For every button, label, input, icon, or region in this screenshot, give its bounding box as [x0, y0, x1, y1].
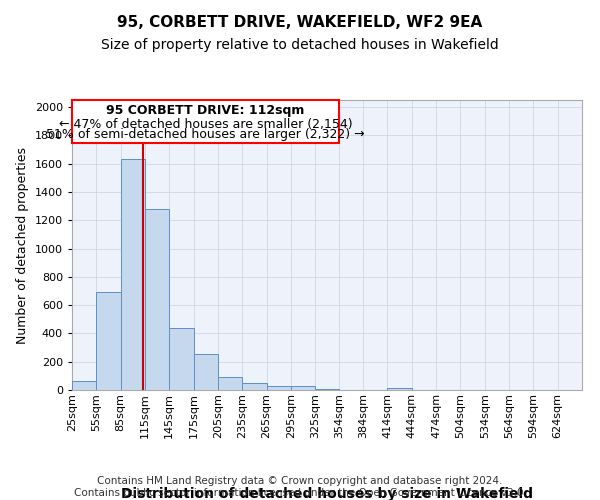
- Text: 95, CORBETT DRIVE, WAKEFIELD, WF2 9EA: 95, CORBETT DRIVE, WAKEFIELD, WF2 9EA: [118, 15, 482, 30]
- Text: ← 47% of detached houses are smaller (2,154): ← 47% of detached houses are smaller (2,…: [59, 118, 352, 131]
- Bar: [194, 354, 218, 390]
- Text: Size of property relative to detached houses in Wakefield: Size of property relative to detached ho…: [101, 38, 499, 52]
- Text: Contains HM Land Registry data © Crown copyright and database right 2024.
Contai: Contains HM Land Registry data © Crown c…: [74, 476, 526, 498]
- Bar: [121, 158, 145, 390]
- Bar: [388, 388, 412, 390]
- Text: 95 CORBETT DRIVE: 112sqm: 95 CORBETT DRIVE: 112sqm: [106, 104, 305, 118]
- Y-axis label: Number of detached properties: Number of detached properties: [16, 146, 29, 344]
- Bar: [218, 378, 242, 390]
- Bar: [266, 386, 291, 390]
- Text: 51% of semi-detached houses are larger (2,322) →: 51% of semi-detached houses are larger (…: [46, 128, 365, 141]
- Bar: [72, 381, 97, 390]
- X-axis label: Distribution of detached houses by size in Wakefield: Distribution of detached houses by size …: [121, 486, 533, 500]
- Bar: [291, 386, 315, 390]
- Bar: [169, 328, 194, 390]
- Bar: [242, 383, 266, 390]
- Bar: [97, 292, 121, 390]
- Bar: [145, 209, 169, 390]
- Bar: [72, 100, 339, 143]
